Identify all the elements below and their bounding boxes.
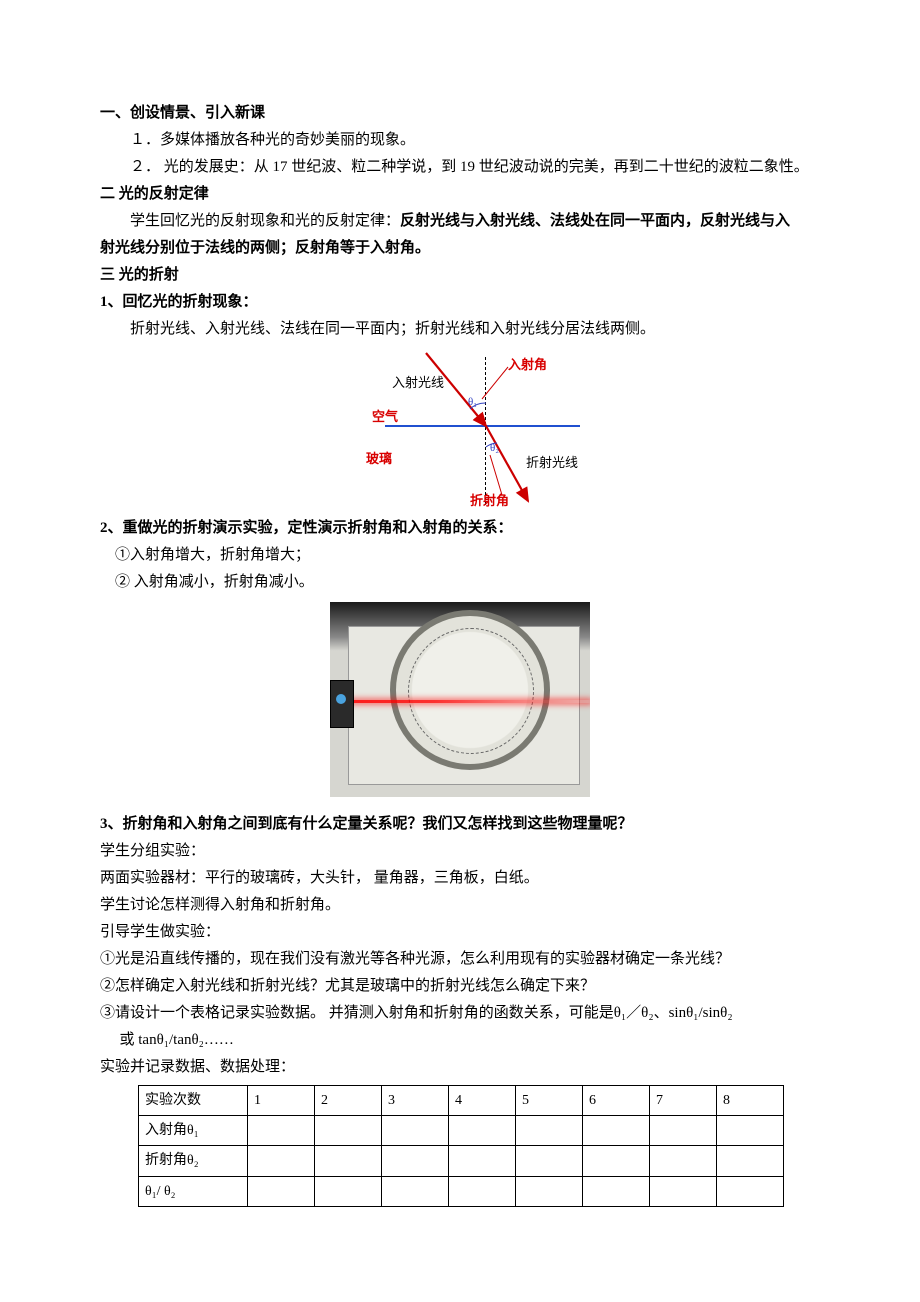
table-cell bbox=[717, 1146, 784, 1176]
table-cell bbox=[717, 1176, 784, 1206]
table-cell: 8 bbox=[717, 1086, 784, 1116]
sec1-line2: ２． 光的发展史：从 17 世纪波、粒二种学说，到 19 世纪波动说的完美，再到… bbox=[100, 154, 820, 181]
sec1-title: 一、创设情景、引入新课 bbox=[100, 100, 820, 127]
p3-l8: 实验并记录数据、数据处理： bbox=[100, 1054, 820, 1081]
p3-l4: 引导学生做实验： bbox=[100, 919, 820, 946]
table-cell: 3 bbox=[382, 1086, 449, 1116]
p3-l3: 学生讨论怎样测得入射角和折射角。 bbox=[100, 892, 820, 919]
table-cell bbox=[248, 1116, 315, 1146]
sec2-title: 二 光的反射定律 bbox=[100, 181, 820, 208]
sec2-line1b: 反射光线与入射光线、法线处在同一平面内，反射光线与入 bbox=[400, 213, 790, 229]
table-row: θ₁/ θ₂ bbox=[139, 1176, 784, 1206]
table-cell bbox=[516, 1116, 583, 1146]
table-row: 实验次数12345678 bbox=[139, 1086, 784, 1116]
table-cell: 2 bbox=[315, 1086, 382, 1116]
table-cell bbox=[717, 1116, 784, 1146]
table-cell bbox=[315, 1146, 382, 1176]
sec2-line1: 学生回忆光的反射现象和光的反射定律：反射光线与入射光线、法线处在同一平面内，反射… bbox=[100, 208, 820, 235]
p3-l7b: 或 tanθ₁/tanθ₂…… bbox=[100, 1027, 820, 1054]
experiment-photo bbox=[330, 602, 590, 797]
table-cell: 1 bbox=[248, 1086, 315, 1116]
table-cell bbox=[650, 1146, 717, 1176]
table-cell bbox=[382, 1146, 449, 1176]
ray-svg bbox=[330, 347, 590, 507]
table-cell bbox=[248, 1176, 315, 1206]
row-label: 折射角θ₂ bbox=[139, 1146, 248, 1176]
table-cell bbox=[449, 1116, 516, 1146]
p3-l5: ①光是沿直线传播的，现在我们没有激光等各种光源，怎么利用现有的实验器材确定一条光… bbox=[100, 946, 820, 973]
label-incident-angle: 入射角 bbox=[508, 353, 547, 376]
row-label: 入射角θ₁ bbox=[139, 1116, 248, 1146]
table-cell bbox=[583, 1146, 650, 1176]
theta1: θ₁ bbox=[468, 393, 477, 413]
p3-l1: 学生分组实验： bbox=[100, 838, 820, 865]
table-cell bbox=[516, 1146, 583, 1176]
label-refracted-angle: 折射角 bbox=[470, 489, 509, 512]
sec3-title: 三 光的折射 bbox=[100, 262, 820, 289]
table-cell: 4 bbox=[449, 1086, 516, 1116]
theta2: θ₂ bbox=[490, 439, 499, 459]
table-cell bbox=[315, 1176, 382, 1206]
p3-l6: ②怎样确定入射光线和折射光线？尤其是玻璃中的折射光线怎么确定下来？ bbox=[100, 973, 820, 1000]
sec1-line1: １．多媒体播放各种光的奇妙美丽的现象。 bbox=[100, 127, 820, 154]
table-cell bbox=[516, 1176, 583, 1206]
p3-l2: 两面实验器材：平行的玻璃砖，大头针， 量角器，三角板，白纸。 bbox=[100, 865, 820, 892]
p3-title: 3、折射角和入射角之间到底有什么定量关系呢？我们又怎样找到这些物理量呢？ bbox=[100, 811, 820, 838]
table-cell bbox=[382, 1116, 449, 1146]
p2-title: 2、重做光的折射演示实验，定性演示折射角和入射角的关系： bbox=[100, 515, 820, 542]
table-cell bbox=[449, 1176, 516, 1206]
sec3-p1-title: 1、回忆光的折射现象： bbox=[100, 289, 820, 316]
table-cell bbox=[449, 1146, 516, 1176]
table-cell bbox=[583, 1176, 650, 1206]
p2-line2: ② 入射角减小，折射角减小。 bbox=[100, 569, 820, 596]
refraction-diagram: 入射光线 入射角 空气 玻璃 折射光线 折射角 θ₁ θ₂ bbox=[330, 347, 590, 507]
table-row: 入射角θ₁ bbox=[139, 1116, 784, 1146]
sec3-p1-line1: 折射光线、入射光线、法线在同一平面内；折射光线和入射光线分居法线两侧。 bbox=[100, 316, 820, 343]
table-cell: 6 bbox=[583, 1086, 650, 1116]
sec2-line1a: 学生回忆光的反射现象和光的反射定律： bbox=[130, 213, 400, 229]
photo-knob bbox=[336, 694, 346, 704]
sec2-line2: 射光线分别位于法线的两侧；反射角等于入射角。 bbox=[100, 235, 820, 262]
label-air: 空气 bbox=[372, 405, 398, 428]
row-label: 实验次数 bbox=[139, 1086, 248, 1116]
label-glass: 玻璃 bbox=[366, 447, 392, 470]
label-refracted-line: 折射光线 bbox=[526, 451, 578, 474]
table-cell: 7 bbox=[650, 1086, 717, 1116]
label-incident-line: 入射光线 bbox=[392, 371, 444, 394]
table-cell bbox=[382, 1176, 449, 1206]
data-table: 实验次数12345678入射角θ₁折射角θ₂θ₁/ θ₂ bbox=[138, 1085, 784, 1207]
photo-emitter bbox=[330, 680, 354, 728]
table-cell bbox=[650, 1116, 717, 1146]
table-cell: 5 bbox=[516, 1086, 583, 1116]
table-cell bbox=[248, 1146, 315, 1176]
table-cell bbox=[315, 1116, 382, 1146]
photo-laser bbox=[330, 700, 590, 703]
p2-line1: ①入射角增大，折射角增大； bbox=[100, 542, 820, 569]
table-cell bbox=[650, 1176, 717, 1206]
photo-dial-inner bbox=[408, 628, 534, 754]
row-label: θ₁/ θ₂ bbox=[139, 1176, 248, 1206]
table-row: 折射角θ₂ bbox=[139, 1146, 784, 1176]
p3-l7: ③请设计一个表格记录实验数据。 并猜测入射角和折射角的函数关系，可能是θ₁／θ₂… bbox=[100, 1000, 820, 1027]
table-cell bbox=[583, 1116, 650, 1146]
